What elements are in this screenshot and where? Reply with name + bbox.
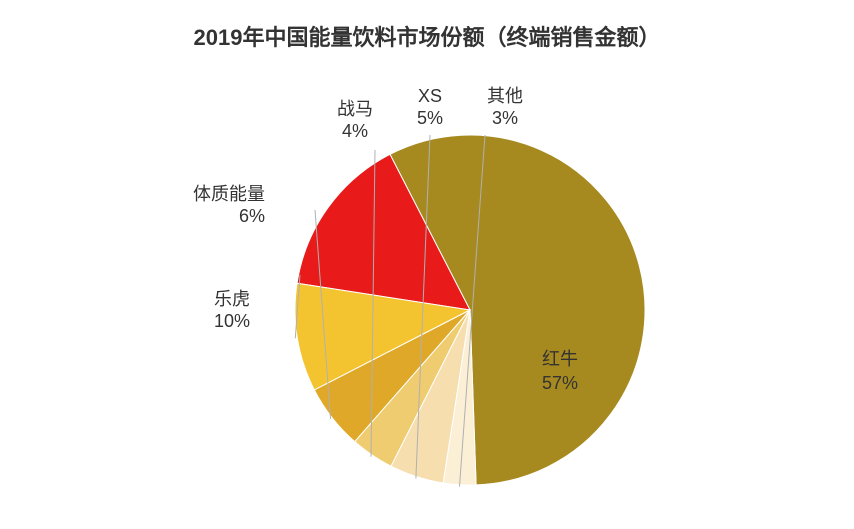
slice-label-XS: XS [418,86,442,106]
slice-label-体质能量: 体质能量 [193,184,265,204]
slice-pct-体质能量: 6% [239,206,265,226]
slice-pct-乐虎: 10% [214,311,250,331]
slice-label-战马: 战马 [337,99,373,119]
chart-title: 2019年中国能量饮料市场份额（终端销售金额） [0,20,854,52]
slice-pct-XS: 5% [417,108,443,128]
slice-label-乐虎: 乐虎 [214,289,250,309]
slice-pct-战马: 4% [342,121,368,141]
pie-chart: 红牛57%东鹏特饮15%乐虎10%体质能量6%战马4%XS5%其他3% [0,80,854,520]
slice-label-红牛: 红牛 [542,349,578,369]
chart-container: 2019年中国能量饮料市场份额（终端销售金额） 红牛57%东鹏特饮15%乐虎10… [0,0,854,529]
slice-pct-其他: 3% [492,108,518,128]
slice-label-其他: 其他 [487,86,523,106]
slice-pct-红牛: 57% [542,373,578,393]
